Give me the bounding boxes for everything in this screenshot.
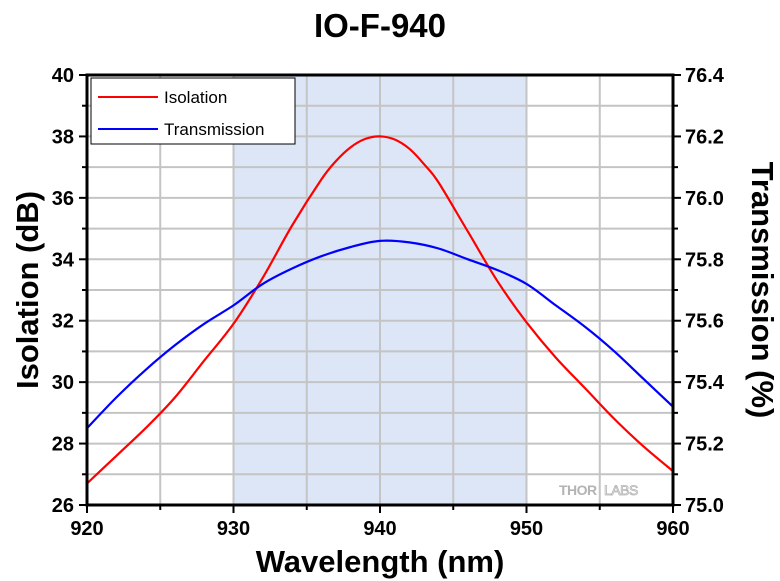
axis-ticks — [79, 74, 681, 513]
watermark-bold: THOR — [559, 482, 597, 498]
watermark-light: LABS — [604, 482, 638, 498]
y2-tick-label: 75.2 — [685, 434, 724, 456]
y-tick-labels: 26 28 30 32 34 36 38 40 — [52, 65, 75, 517]
y-tick-label: 32 — [52, 311, 74, 333]
y2-tick-label: 75.0 — [685, 495, 724, 517]
legend-label-isolation: Isolation — [164, 88, 227, 107]
y2-tick-label: 75.8 — [685, 249, 724, 271]
x-tick-labels: 920 930 940 950 960 — [70, 518, 689, 540]
x-tick-label: 940 — [363, 518, 396, 540]
legend-label-transmission: Transmission — [164, 120, 264, 139]
series-line-transmission — [86, 239, 674, 429]
y2-tick-label: 75.6 — [685, 311, 724, 333]
y-tick-label: 36 — [52, 188, 74, 210]
series-line-isolation — [86, 135, 674, 485]
y-tick-label: 40 — [52, 65, 74, 87]
y2-axis-label: Transmission (%) — [745, 162, 780, 419]
y-axis-label: Isolation (dB) — [10, 191, 45, 389]
series-layer — [86, 135, 674, 485]
y2-tick-label: 76.2 — [685, 126, 724, 148]
x-tick-label: 960 — [656, 518, 689, 540]
y-tick-label: 34 — [52, 249, 75, 271]
y-tick-label: 26 — [52, 495, 74, 517]
x-axis-label: Wavelength (nm) — [256, 544, 505, 579]
y-tick-label: 38 — [52, 126, 74, 148]
x-tick-label: 930 — [217, 518, 250, 540]
y2-tick-label: 75.4 — [685, 372, 725, 394]
y-tick-label: 28 — [52, 434, 74, 456]
legend: Isolation Transmission — [90, 77, 296, 145]
x-tick-label: 920 — [70, 518, 103, 540]
watermark: THOR LABS — [559, 482, 639, 499]
y2-tick-label: 76.4 — [685, 65, 725, 87]
x-tick-label: 950 — [510, 518, 543, 540]
y2-tick-label: 76.0 — [685, 188, 724, 210]
y-tick-label: 30 — [52, 372, 74, 394]
legend-box — [90, 77, 296, 145]
chart-title: IO-F-940 — [314, 7, 446, 44]
y2-tick-labels: 75.0 75.2 75.4 75.6 75.8 76.0 76.2 76.4 — [685, 65, 725, 517]
